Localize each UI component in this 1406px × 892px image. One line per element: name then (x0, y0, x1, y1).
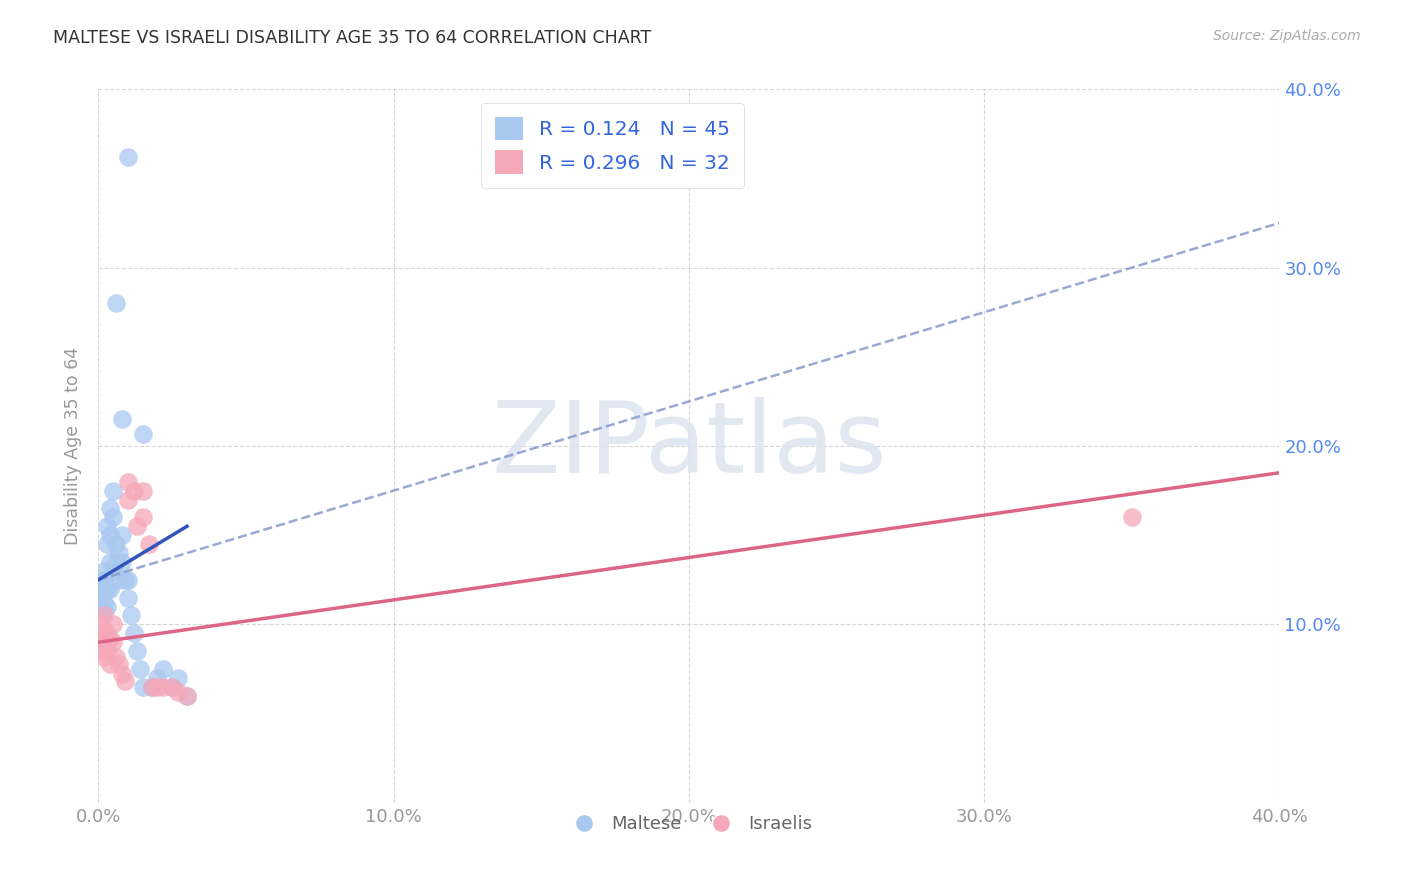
Text: Source: ZipAtlas.com: Source: ZipAtlas.com (1213, 29, 1361, 43)
Point (93, 608, 115, 623)
Point (90, 644, 112, 658)
Point (122, 626, 145, 640)
Point (90, 617, 112, 632)
Point (90, 626, 112, 640)
Point (176, 689, 198, 703)
Point (93, 573, 115, 587)
Point (117, 475, 139, 489)
Point (105, 296, 128, 310)
Point (90, 635, 112, 649)
Point (146, 680, 169, 694)
Point (111, 667, 134, 681)
Point (152, 680, 174, 694)
Point (132, 483, 155, 498)
Point (93, 596, 115, 610)
Point (98, 555, 121, 569)
Point (93, 564, 115, 578)
Point (96, 626, 118, 640)
Legend: Maltese, Israelis: Maltese, Israelis (558, 808, 820, 840)
Point (105, 555, 128, 569)
Point (120, 608, 142, 623)
Point (98, 582, 121, 596)
Point (128, 662, 150, 676)
Point (98, 528, 121, 542)
Point (98, 657, 121, 671)
Point (162, 680, 183, 694)
Y-axis label: Disability Age 35 to 64: Disability Age 35 to 64 (65, 347, 83, 545)
Point (117, 492, 139, 507)
Point (141, 680, 163, 694)
Point (152, 662, 174, 676)
Point (111, 412, 134, 426)
Point (117, 150, 139, 164)
Point (132, 510, 155, 524)
Point (93, 649, 115, 664)
Point (98, 501, 121, 516)
Point (90, 585, 112, 599)
Point (103, 635, 125, 649)
Point (162, 680, 183, 694)
Point (125, 519, 148, 533)
Point (96, 537, 118, 551)
Point (146, 671, 169, 685)
Point (103, 483, 125, 498)
Point (93, 626, 115, 640)
Point (93, 603, 115, 617)
Text: MALTESE VS ISRAELI DISABILITY AGE 35 TO 64 CORRELATION CHART: MALTESE VS ISRAELI DISABILITY AGE 35 TO … (53, 29, 651, 46)
Point (108, 546, 131, 560)
Point (96, 644, 118, 658)
Point (117, 591, 139, 605)
Text: ZIPatlas: ZIPatlas (491, 398, 887, 494)
Point (103, 617, 125, 632)
Point (108, 573, 131, 587)
Point (93, 639, 115, 653)
Point (122, 483, 145, 498)
Point (132, 426, 155, 441)
Point (117, 573, 139, 587)
Point (111, 555, 134, 569)
Point (114, 674, 136, 689)
Point (132, 680, 155, 694)
Point (103, 510, 125, 524)
Point (93, 585, 115, 599)
Point (96, 519, 118, 533)
Point (167, 685, 190, 699)
Point (90, 578, 112, 592)
Point (176, 689, 198, 703)
Point (108, 657, 131, 671)
Point (114, 573, 136, 587)
Point (90, 591, 112, 605)
Point (167, 671, 190, 685)
Point (98, 632, 121, 646)
Point (105, 649, 128, 664)
Point (96, 599, 118, 614)
Point (90, 573, 112, 587)
Point (138, 537, 160, 551)
Point (141, 680, 163, 694)
Point (1121, 510, 1143, 524)
Point (125, 644, 148, 658)
Point (111, 528, 134, 542)
Point (96, 582, 118, 596)
Point (105, 537, 128, 551)
Point (90, 582, 112, 596)
Point (103, 564, 125, 578)
